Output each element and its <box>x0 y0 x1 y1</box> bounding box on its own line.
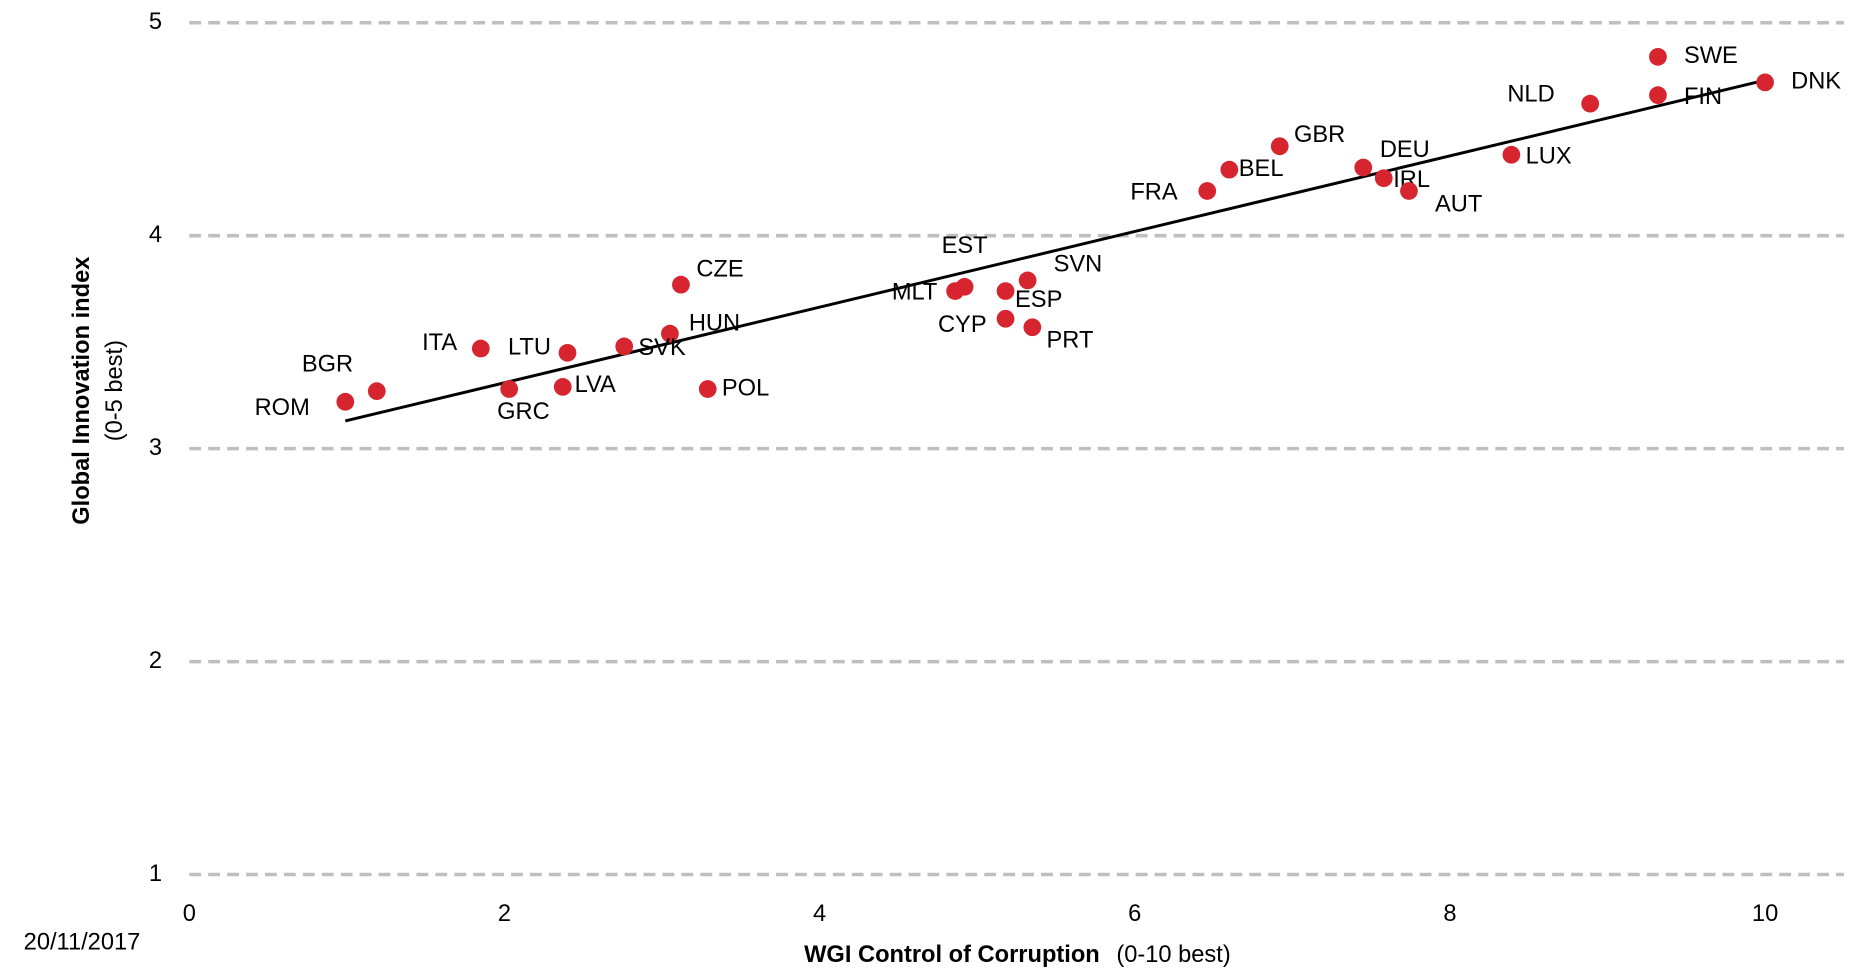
point <box>1581 94 1600 113</box>
point <box>1400 182 1418 200</box>
point-label: LVA <box>575 372 616 398</box>
point-label: PRT <box>1047 328 1094 354</box>
point-label: DNK <box>1791 69 1841 95</box>
point-label: ROM <box>255 395 310 421</box>
point <box>946 282 964 300</box>
point <box>500 380 519 398</box>
point <box>996 282 1015 300</box>
date: 20/11/2017 <box>24 929 141 955</box>
point-label: NLD <box>1507 82 1554 108</box>
point <box>1649 86 1667 105</box>
x-tick-label: 8 <box>1443 901 1456 927</box>
point-label: AUT <box>1435 191 1482 217</box>
point-label: BGR <box>302 351 353 377</box>
point-label: SVK <box>638 335 686 361</box>
point-label: FRA <box>1130 180 1178 206</box>
x-label: WGI Control of Corruption <box>804 942 1100 968</box>
point <box>1649 47 1667 66</box>
point-label: GRC <box>497 399 550 425</box>
point-label: SWE <box>1684 43 1738 69</box>
point-label: GBR <box>1294 122 1345 148</box>
point <box>1018 271 1037 290</box>
point <box>471 339 490 358</box>
point-label: BEL <box>1239 156 1284 182</box>
y-tick-label: 1 <box>149 861 162 887</box>
point <box>672 275 690 294</box>
point <box>615 337 634 356</box>
point <box>336 392 355 411</box>
point-label: FIN <box>1684 84 1722 110</box>
y-tick-label: 3 <box>149 435 162 461</box>
point-label: CZE <box>696 257 743 283</box>
point-label: LUX <box>1526 143 1572 169</box>
point-label: ITA <box>422 330 457 356</box>
point-label: CYP <box>938 312 987 338</box>
point-label: EST <box>942 233 988 259</box>
y-tick-label: 5 <box>149 9 162 35</box>
point-label: POL <box>722 375 769 401</box>
point <box>553 378 572 396</box>
x-axis-title: WGI Control of Corruption (0-10 best) <box>804 942 1231 968</box>
point <box>558 343 577 362</box>
point <box>1354 158 1373 177</box>
point <box>996 309 1015 328</box>
point-label: MLT <box>892 280 938 306</box>
y-tick-label: 4 <box>149 222 162 248</box>
point-label: SVN <box>1054 251 1103 277</box>
point <box>1270 137 1289 156</box>
x-tick-label: 4 <box>813 901 826 927</box>
point <box>1502 145 1521 164</box>
point <box>1756 73 1774 92</box>
point <box>367 382 386 401</box>
y-tick-label: 2 <box>149 648 162 674</box>
y-label-note: (0-5 best) <box>102 340 128 441</box>
point <box>1374 169 1393 188</box>
point <box>698 380 717 398</box>
point-label: LTU <box>508 334 551 360</box>
point <box>661 324 679 343</box>
trendline <box>344 78 1766 423</box>
point-label: DEU <box>1380 137 1430 163</box>
x-tick-label: 0 <box>183 901 196 927</box>
point-label: HUN <box>689 310 740 336</box>
x-tick-label: 2 <box>498 901 511 927</box>
point <box>1198 182 1217 200</box>
y-label: Global Innovation index <box>69 257 95 525</box>
x-label-note: (0-10 best) <box>1116 942 1230 968</box>
point-label: ESP <box>1015 287 1062 313</box>
point <box>1220 160 1239 179</box>
x-tick-label: 6 <box>1128 901 1141 927</box>
x-tick-label: 10 <box>1752 901 1778 927</box>
point <box>1023 318 1042 337</box>
